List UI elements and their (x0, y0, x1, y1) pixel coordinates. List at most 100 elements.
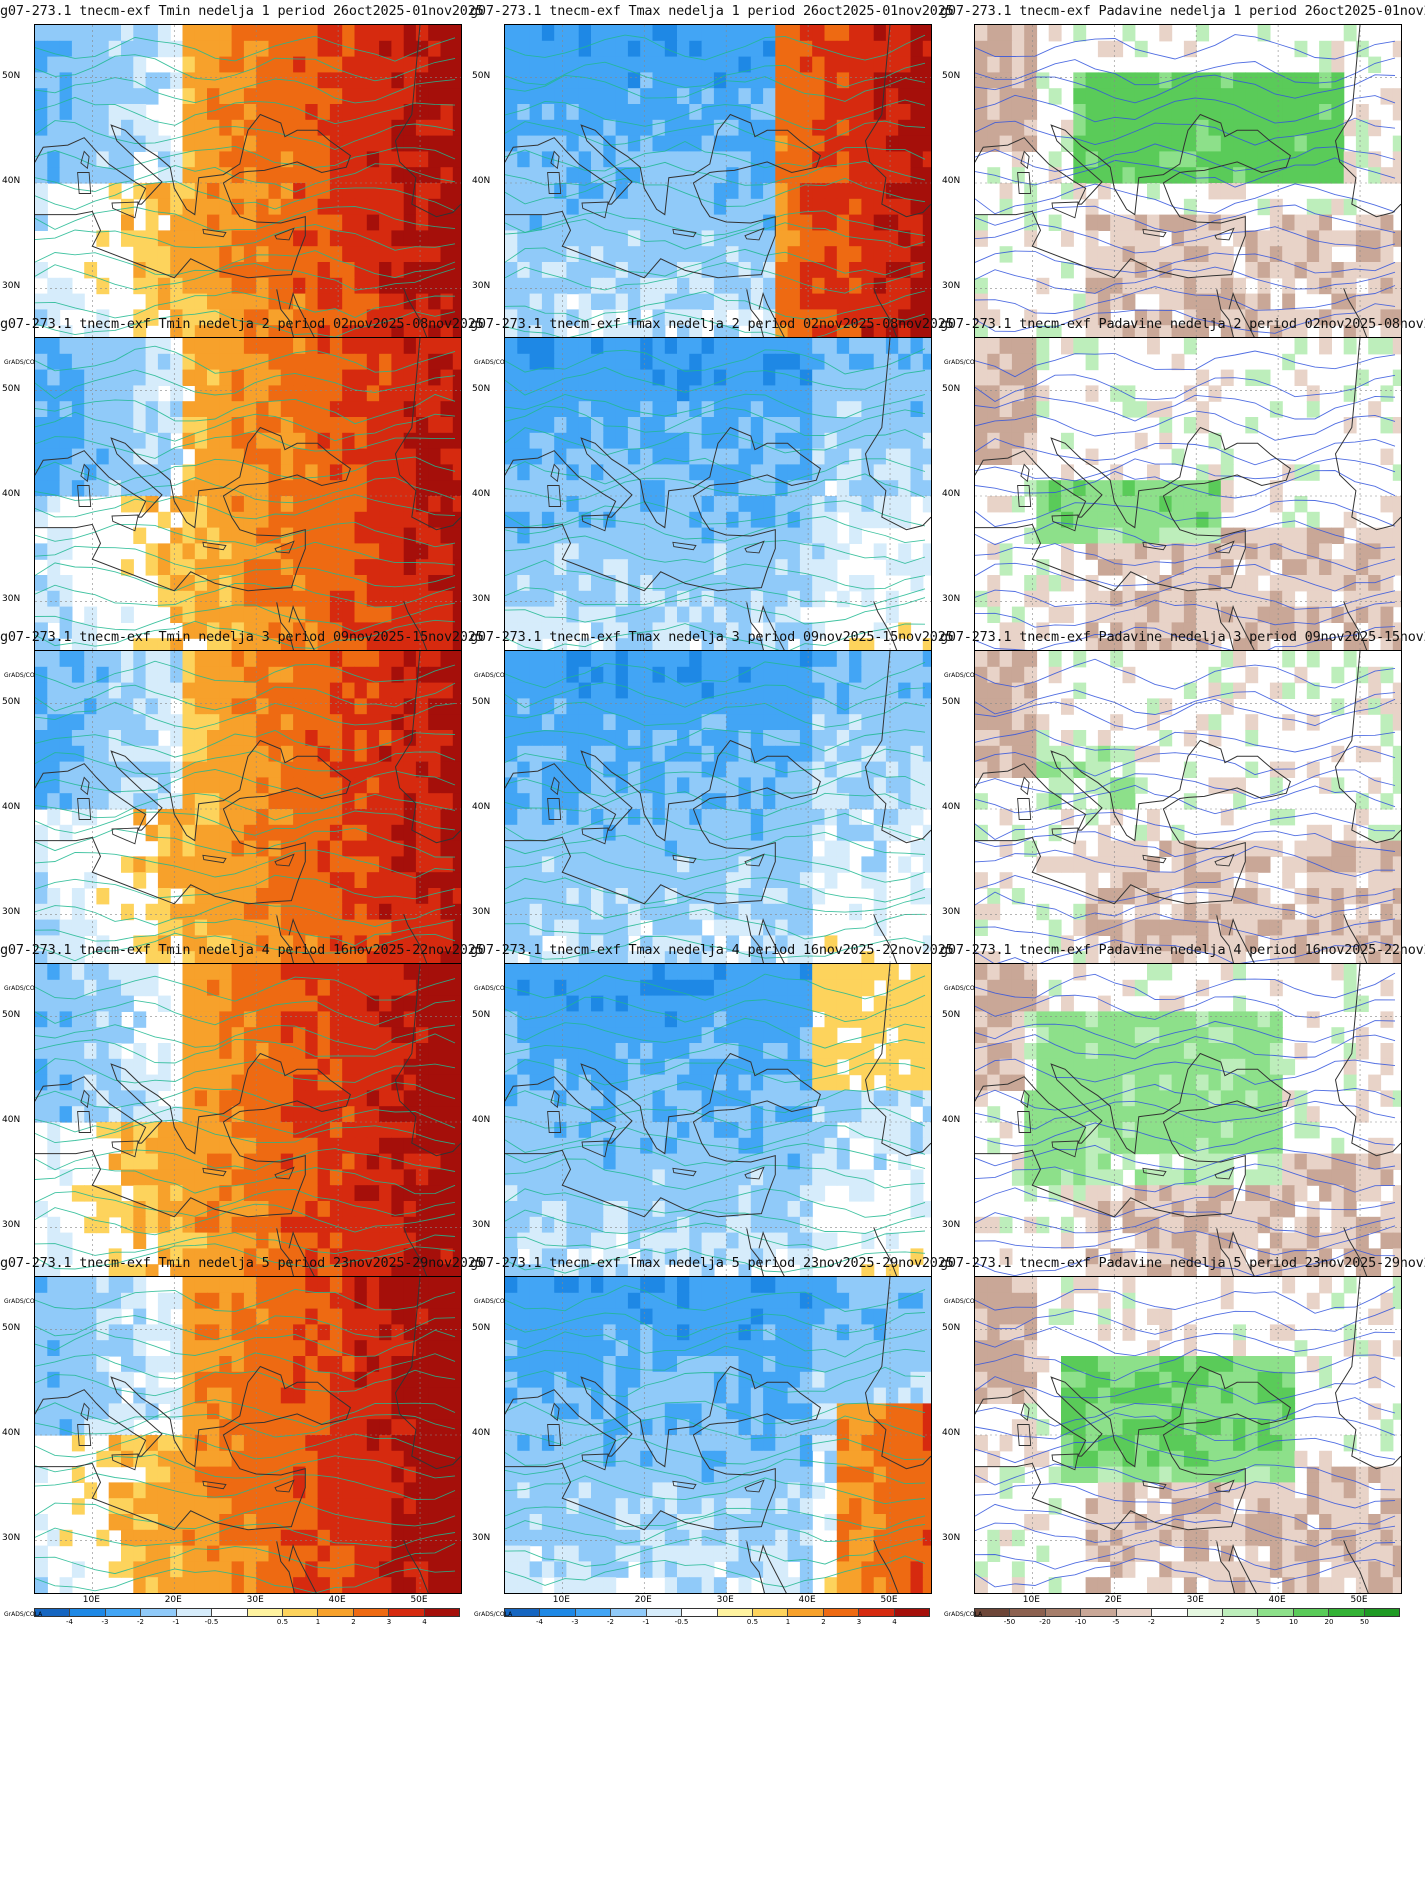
lat-label: 50N (942, 696, 961, 707)
colorbar-swatch (1152, 1609, 1188, 1616)
lat-label: 40N (472, 1115, 491, 1125)
colorbar-tick-label: 1 (315, 1618, 321, 1626)
colorbar-swatch (1293, 1609, 1330, 1616)
colorbar-swatch (1329, 1609, 1365, 1616)
colorbar-swatch (353, 1609, 390, 1616)
lat-label: 30N (472, 1533, 491, 1544)
anomaly-map (975, 25, 1401, 341)
colorbar-swatch (1222, 1609, 1259, 1616)
lat-label: 50N (472, 70, 491, 81)
lon-label: 50E (1350, 1595, 1368, 1605)
lat-label: 50N (2, 1322, 21, 1333)
colorbar-tick-label: -3 (571, 1618, 579, 1626)
anomaly-map (505, 964, 931, 1280)
lat-label: 40N (472, 802, 491, 812)
colorbar-swatch (1045, 1609, 1082, 1616)
grads-credit: GrADS/COLA (474, 985, 513, 992)
panel-title: g07-273.1 tnecm-exf Padavine nedelja 4 p… (940, 942, 1425, 958)
panel-title: g07-273.1 tnecm-exf Tmax nedelja 4 perio… (470, 942, 954, 958)
colorbar-tick-label: -3 (101, 1618, 109, 1626)
lat-label: 50N (942, 1322, 961, 1333)
colorbar-swatch (1116, 1609, 1153, 1616)
lon-label: 20E (634, 1595, 652, 1605)
lat-label: 50N (942, 383, 961, 394)
map-panel-tmin-week-5: g07-273.1 tnecm-exf Tmin nedelja 5 perio… (0, 1252, 484, 1630)
panel-title: g07-273.1 tnecm-exf Tmin nedelja 3 perio… (0, 629, 484, 645)
lon-label: 20E (164, 1595, 182, 1605)
lon-label: 10E (1022, 1595, 1040, 1605)
lat-label: 30N (942, 1533, 961, 1544)
colorbar-swatch (717, 1609, 753, 1616)
lon-label: 30E (246, 1595, 264, 1605)
panel-title: g07-273.1 tnecm-exf Tmin nedelja 2 perio… (0, 316, 484, 332)
colorbar-labels: -4 -3 -2 -1 -0.5 0.5 1 2 3 4 (34, 1618, 460, 1628)
colorbar-swatch (141, 1609, 177, 1616)
colorbar-swatch (611, 1609, 647, 1616)
map-frame (504, 650, 932, 968)
panel-title: g07-273.1 tnecm-exf Tmax nedelja 3 perio… (470, 629, 954, 645)
lat-label: 30N (472, 1220, 491, 1231)
lat-label: 40N (942, 1115, 961, 1125)
colorbar-swatch (975, 1609, 1011, 1616)
lat-label: 40N (2, 176, 21, 186)
colorbar-tick-label: -1 (642, 1618, 650, 1626)
panel-title: g07-273.1 tnecm-exf Padavine nedelja 1 p… (940, 3, 1425, 19)
colorbar-tick-label: 4 (892, 1618, 897, 1626)
colorbar-tick-label: -1 (172, 1618, 180, 1626)
lon-label: 40E (328, 1595, 346, 1605)
colorbar-swatch (1364, 1609, 1400, 1616)
anomaly-map (975, 964, 1401, 1280)
map-panel-tmin-week-3: g07-273.1 tnecm-exf Tmin nedelja 3 perio… (0, 626, 484, 1004)
lon-label: 10E (552, 1595, 570, 1605)
lat-label: 30N (942, 907, 961, 918)
lat-label: 40N (472, 176, 491, 186)
colorbar-swatch (1258, 1609, 1294, 1616)
colorbar-tick-label: -5 (1112, 1618, 1120, 1626)
anomaly-map (35, 651, 461, 967)
lat-label: 30N (942, 594, 961, 605)
lat-label: 30N (2, 907, 21, 918)
colorbar-tick-label: 50 (1360, 1618, 1369, 1626)
colorbar-swatch (282, 1609, 319, 1616)
colorbar-tick-label: -0.5 (204, 1618, 219, 1626)
panel-title: g07-273.1 tnecm-exf Padavine nedelja 5 p… (940, 1255, 1425, 1271)
anomaly-map (975, 651, 1401, 967)
lat-label: 40N (942, 176, 961, 186)
colorbar-swatch (1187, 1609, 1223, 1616)
colorbar-tick-label: -2 (1148, 1618, 1155, 1626)
grads-credit: GrADS/COLA (4, 1298, 43, 1305)
grads-credit: GrADS/COLA (474, 1298, 513, 1305)
colorbar-swatch (646, 1609, 683, 1616)
colorbar-swatch (788, 1609, 824, 1616)
anomaly-map (505, 1277, 931, 1593)
colorbar-tick-label: 4 (422, 1618, 427, 1626)
anomaly-map (975, 1277, 1401, 1593)
lat-label: 50N (2, 1009, 21, 1020)
colorbar-tick-label: -20 (1039, 1618, 1051, 1626)
grads-credit: GrADS/COLA (474, 1611, 513, 1618)
map-panel-precip-week-4: g07-273.1 tnecm-exf Padavine nedelja 4 p… (940, 939, 1425, 1317)
grads-credit: GrADS/COLA (944, 359, 983, 366)
lat-label: 30N (472, 281, 491, 292)
colorbar-tick-label: 2 (821, 1618, 826, 1626)
colorbar-swatch (894, 1609, 930, 1616)
colorbar-tick-label: 2 (351, 1618, 356, 1626)
colorbar-tick-label: 1 (785, 1618, 791, 1626)
lon-label: 30E (1186, 1595, 1204, 1605)
map-panel-tmax-week-5: g07-273.1 tnecm-exf Tmax nedelja 5 perio… (470, 1252, 954, 1630)
anomaly-map (35, 338, 461, 654)
colorbar-tick-label: 10 (1289, 1618, 1298, 1626)
map-panel-precip-week-5: g07-273.1 tnecm-exf Padavine nedelja 5 p… (940, 1252, 1425, 1630)
colorbar (504, 1608, 930, 1617)
lon-label: 50E (880, 1595, 898, 1605)
lat-label: 50N (472, 1322, 491, 1333)
colorbar-tick-label: 3 (856, 1618, 862, 1626)
lat-label: 40N (472, 489, 491, 499)
panel-title: g07-273.1 tnecm-exf Tmin nedelja 4 perio… (0, 942, 484, 958)
colorbar-swatch (505, 1609, 541, 1616)
lat-label: 40N (472, 1428, 491, 1438)
colorbar-swatch (823, 1609, 860, 1616)
colorbar-labels: -50 -20 -10 -5 -2 2 5 10 20 50 (974, 1618, 1400, 1628)
map-panel-tmax-week-1: g07-273.1 tnecm-exf Tmax nedelja 1 perio… (470, 0, 954, 378)
